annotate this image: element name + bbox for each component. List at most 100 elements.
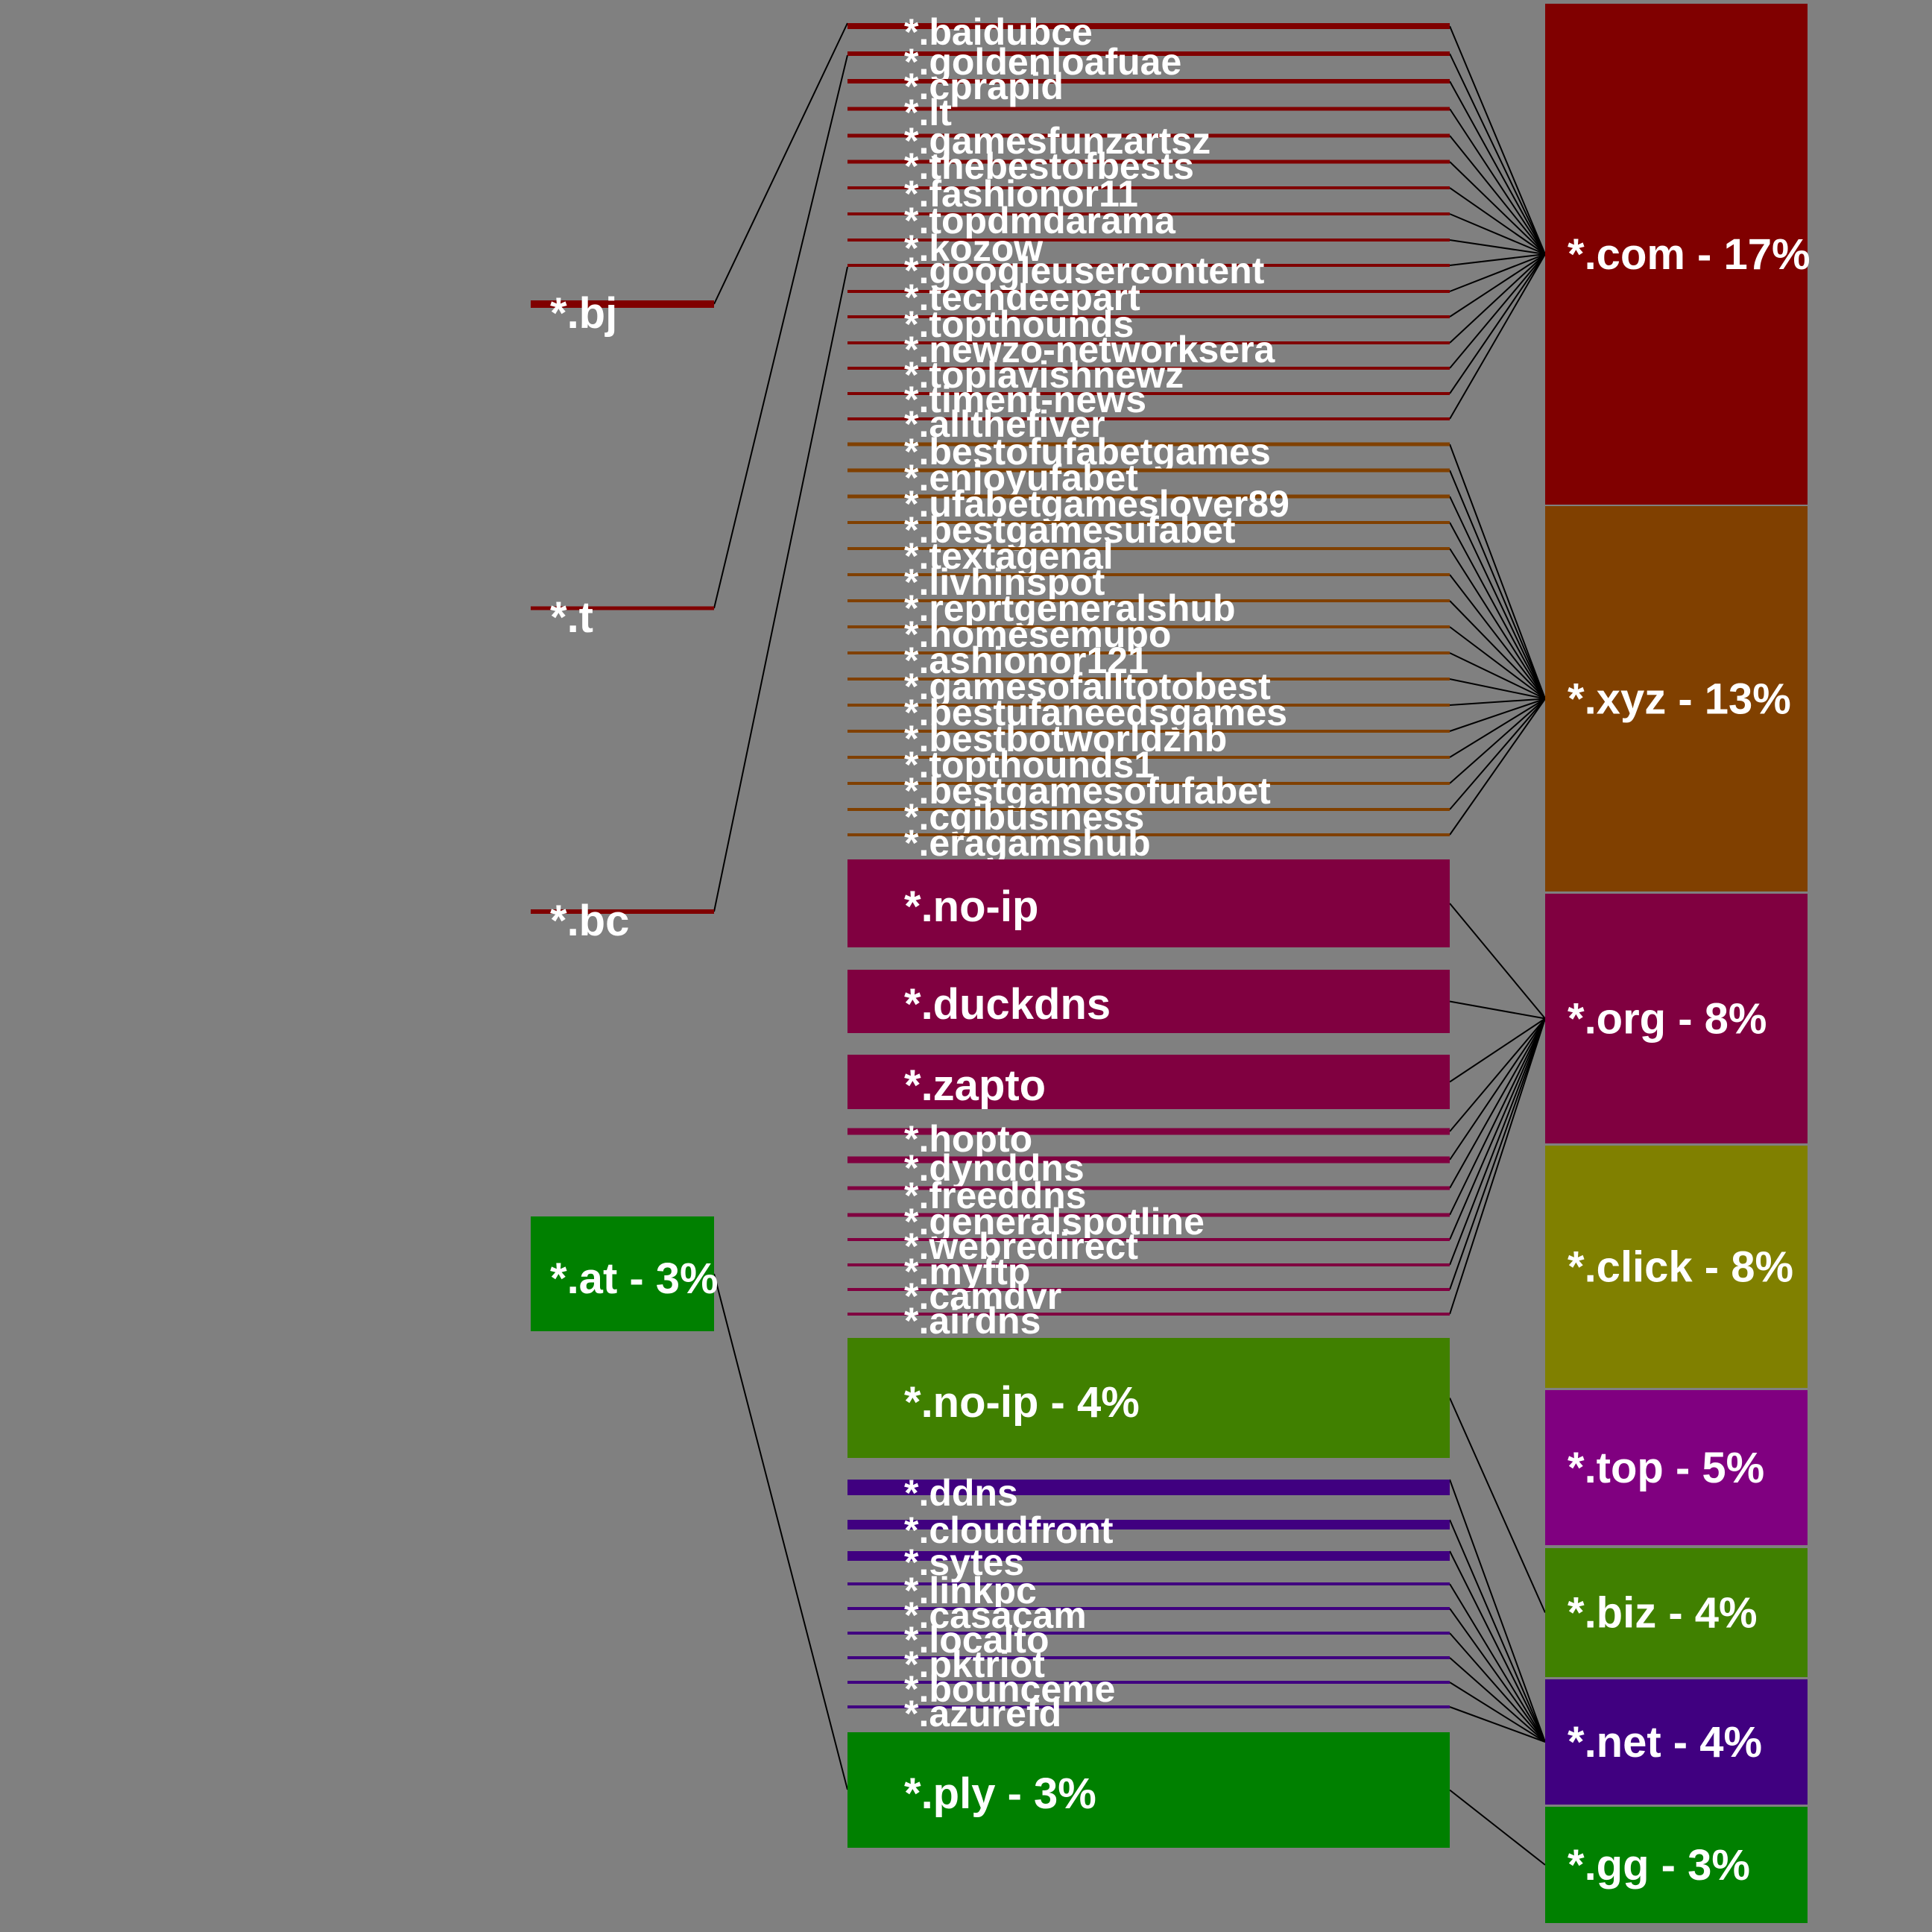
connector-cgibusiness-xyz — [1449, 698, 1546, 810]
subdomain-node-reprtgeneralshub: *.reprtgeneralshub — [847, 587, 1450, 629]
connector-dynddns-org — [1449, 1017, 1546, 1161]
left-label-at: *.at - 3% — [550, 1254, 719, 1303]
connector-bestgamesufabet-xyz — [1449, 522, 1546, 699]
subdomain-label: *.textagenal — [904, 535, 1114, 577]
subdomain-node-casacam: *.casacam — [847, 1594, 1450, 1636]
connector-airdns-org — [1449, 1018, 1546, 1315]
subdomain-bar — [847, 212, 1450, 215]
subdomain-label: *.no-ip — [904, 883, 1038, 931]
subdomain-node-hopto: *.hopto — [847, 1118, 1450, 1160]
connector-ddns-net — [1449, 1479, 1546, 1743]
subdomain-node-pktriot: *.pktriot — [847, 1644, 1450, 1685]
left-label-t: *.t — [550, 593, 593, 642]
subdomain-bar — [847, 678, 1450, 681]
subdomain-bar — [847, 1656, 1450, 1659]
subdomain-label: *.localto — [904, 1619, 1049, 1661]
subdomain-bar — [847, 1582, 1450, 1585]
tld-node-com: *.com - 17% — [1545, 4, 1811, 505]
subdomain-label: *.cprapid — [904, 66, 1064, 107]
connector-camdvr-org — [1449, 1018, 1546, 1290]
subdomain-node-sytes: *.sytes — [847, 1541, 1450, 1583]
subdomain-node-homesemupo: *.homesemupo — [847, 613, 1450, 655]
subdomain-node-airdns: *.airdns — [847, 1300, 1450, 1342]
subdomain-node-topdmdarama: *.topdmdarama — [847, 200, 1450, 242]
subdomain-node-bounceme: *.bounceme — [847, 1668, 1450, 1710]
connector-goldenloafuae-com — [1449, 53, 1546, 255]
subdomain-bar — [847, 1551, 1450, 1561]
subdomain-node-toplavishnewz: *.toplavishnewz — [847, 354, 1450, 396]
subdomain-bar — [847, 341, 1450, 344]
subdomain-bar — [847, 186, 1450, 189]
left-node-at: *.at - 3% — [531, 1216, 719, 1331]
subdomain-label: *.topthounds1 — [904, 744, 1155, 786]
left-label-bj: *.bj — [550, 289, 617, 338]
subdomain-bar — [847, 1732, 1450, 1848]
connector-left-t — [713, 54, 848, 609]
subdomain-bar — [847, 239, 1450, 242]
left-node-t: *.t — [531, 593, 714, 642]
subdomain-label: *.myftp — [904, 1251, 1030, 1292]
subdomain-bar — [847, 468, 1450, 473]
subdomain-label: *.bestufaneedsgames — [904, 692, 1287, 733]
tld-node-click: *.click - 8% — [1545, 1146, 1808, 1388]
subdomain-node-no-ip: *.no-ip — [847, 859, 1450, 947]
subdomain-label: *.camdvr — [904, 1275, 1061, 1317]
subdomain-label: *.ply - 3% — [904, 1770, 1096, 1818]
subdomain-label: *.ashionor121 — [904, 640, 1149, 681]
connector-topdmdarama-com — [1449, 213, 1546, 255]
connector-gamesofalltotobest-xyz — [1449, 678, 1546, 700]
tld-node-org: *.org - 8% — [1545, 894, 1808, 1143]
connector-ufabetgameslover89-xyz — [1449, 496, 1546, 699]
subdomain-label: *.thebestofbests — [904, 145, 1194, 187]
tld-box-biz — [1545, 1548, 1808, 1677]
subdomain-bar — [847, 808, 1450, 811]
subdomain-bar — [847, 315, 1450, 318]
tld-label-top: *.top - 5% — [1568, 1444, 1764, 1492]
tld-label-click: *.click - 8% — [1568, 1243, 1793, 1292]
connector-textagenal-xyz — [1449, 548, 1546, 700]
subdomain-node-eragamshub: *.eragamshub — [847, 822, 1450, 864]
subdomain-label: *.webredirect — [904, 1225, 1138, 1267]
connector-kozow-com — [1449, 239, 1546, 255]
subdomain-label: *.duckdns — [904, 980, 1111, 1029]
subdomain-bar — [847, 442, 1450, 446]
subdomain-bar — [847, 1607, 1450, 1610]
tld-node-net: *.net - 4% — [1545, 1679, 1808, 1805]
subdomain-node-gamesofalltotobest: *.gamesofalltotobest — [847, 666, 1450, 707]
tld-node-top: *.top - 5% — [1545, 1390, 1808, 1545]
subdomain-label: *.sytes — [904, 1541, 1024, 1583]
subdomain-bar — [847, 1632, 1450, 1635]
connector-linkpc-net — [1449, 1583, 1546, 1743]
subdomain-bar — [847, 290, 1450, 293]
connector-bounceme-net — [1449, 1682, 1546, 1743]
tld-node-biz: *.biz - 4% — [1545, 1548, 1808, 1677]
subdomain-bar — [847, 704, 1450, 707]
subdomain-node-gamesfunzartsz: *.gamesfunzartsz — [847, 120, 1450, 162]
subdomain-label: *.techdeepart — [904, 277, 1140, 318]
connector-googleusercontent-com — [1449, 253, 1546, 266]
subdomain-node-newzo-networksera: *.newzo-networksera — [847, 329, 1450, 370]
subdomain-bar — [847, 494, 1450, 499]
left-node-bc: *.bc — [531, 897, 714, 945]
subdomain-label: *.bounceme — [904, 1668, 1115, 1710]
connector-timent-news-com — [1449, 253, 1546, 394]
subdomain-bar — [847, 756, 1450, 759]
subdomain-label: *.casacam — [904, 1594, 1087, 1636]
subdomain-bar — [847, 651, 1450, 654]
connector-freeddns-org — [1449, 1018, 1546, 1189]
subdomain-label: *.azurefd — [904, 1693, 1061, 1734]
subdomain-bar — [847, 79, 1450, 83]
subdomain-node-ddns: *.ddns — [847, 1472, 1450, 1514]
subdomain-label: *.generalspotline — [904, 1201, 1205, 1243]
subdomain-node-timent-news: *.timent-news — [847, 379, 1450, 420]
connector-bestgamesofufabet-xyz — [1449, 698, 1546, 784]
connector-pktriot-net — [1449, 1657, 1546, 1743]
left-node-bj: *.bj — [531, 289, 714, 338]
tld-box-top — [1545, 1390, 1808, 1545]
subdomain-label: *.kozow — [904, 227, 1043, 269]
subdomain-bar — [847, 264, 1450, 267]
subdomain-bar — [847, 107, 1450, 111]
left-label-bc: *.bc — [550, 897, 629, 945]
connector-cloudfront-net — [1449, 1519, 1546, 1743]
connector-localto-net — [1449, 1632, 1546, 1743]
